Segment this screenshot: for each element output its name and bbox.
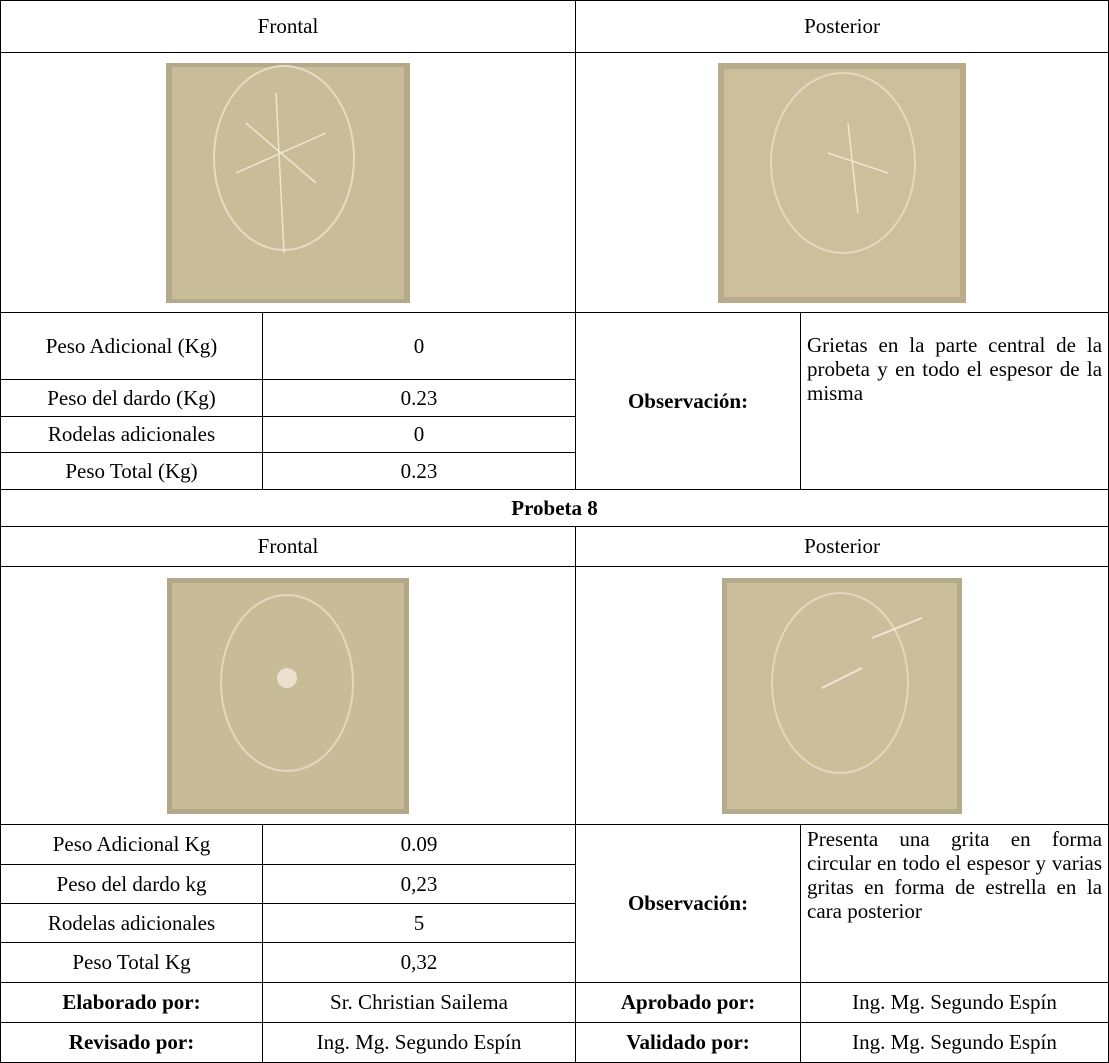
field-label: Peso Adicional (Kg) <box>0 312 263 380</box>
signature-name: Ing. Mg. Segundo Espín <box>800 982 1109 1023</box>
field-label: Peso Adicional Kg <box>0 824 263 865</box>
back-label: Posterior <box>575 526 1109 567</box>
photo-cell <box>575 566 1109 825</box>
field-value: 0.23 <box>261 379 577 417</box>
specimen-photo <box>167 577 409 814</box>
field-value: 5 <box>261 903 577 943</box>
specimen-photo <box>722 577 963 814</box>
field-value: 0 <box>261 312 577 380</box>
specimen-photo <box>166 62 410 303</box>
observation-text: Grietas en la parte central de la probet… <box>800 312 1109 490</box>
signature-role: Elaborado por: <box>0 982 263 1023</box>
field-value: 0 <box>261 416 577 453</box>
observation-label: Observación: <box>575 312 802 490</box>
field-value: 0.09 <box>261 824 577 865</box>
field-label: Peso del dardo kg <box>0 864 263 904</box>
specimen-title: Probeta 8 <box>0 489 1109 527</box>
signature-role: Revisado por: <box>0 1022 263 1063</box>
field-label: Rodelas adicionales <box>0 416 263 453</box>
observation-text: Presenta una grita en forma circular en … <box>800 824 1109 983</box>
back-label: Posterior <box>575 0 1109 53</box>
signature-name: Ing. Mg. Segundo Espín <box>261 1022 577 1063</box>
field-label: Peso Total Kg <box>0 942 263 983</box>
field-value: 0,32 <box>261 942 577 983</box>
signature-name: Ing. Mg. Segundo Espín <box>800 1022 1109 1063</box>
specimen-photo <box>718 62 967 303</box>
signature-role: Aprobado por: <box>575 982 802 1023</box>
field-value: 0,23 <box>261 864 577 904</box>
observation-label: Observación: <box>575 824 802 983</box>
front-label: Frontal <box>0 526 577 567</box>
field-value: 0.23 <box>261 452 577 490</box>
photo-cell <box>0 566 577 825</box>
photo-cell <box>575 52 1109 313</box>
field-label: Rodelas adicionales <box>0 903 263 943</box>
photo-cell <box>0 52 577 313</box>
field-label: Peso Total (Kg) <box>0 452 263 490</box>
signature-role: Validado por: <box>575 1022 802 1063</box>
signature-name: Sr. Christian Sailema <box>261 982 577 1023</box>
front-label: Frontal <box>0 0 577 53</box>
field-label: Peso del dardo (Kg) <box>0 379 263 417</box>
